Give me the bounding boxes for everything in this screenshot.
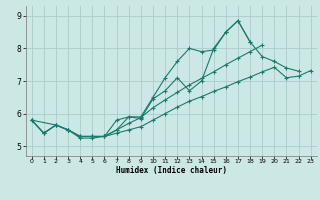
X-axis label: Humidex (Indice chaleur): Humidex (Indice chaleur) (116, 166, 227, 175)
